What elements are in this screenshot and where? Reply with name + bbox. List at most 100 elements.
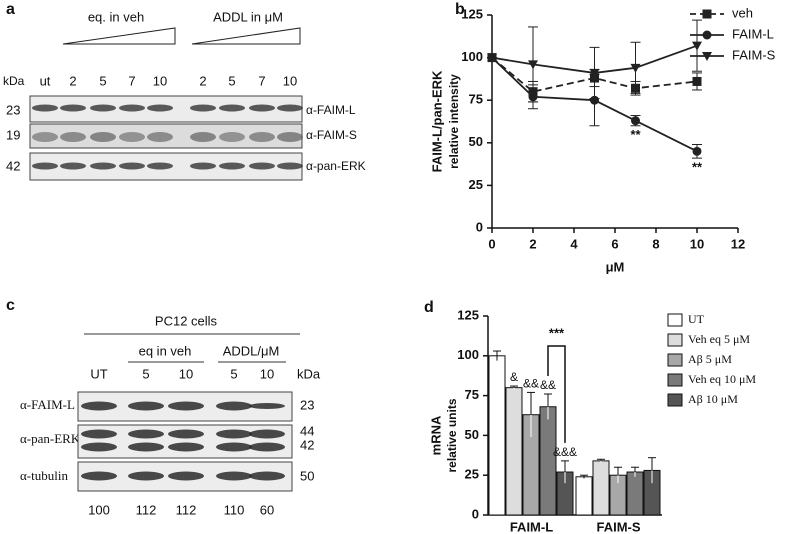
kda: 42 — [6, 158, 20, 173]
band — [249, 132, 275, 142]
x-tick-label: 2 — [529, 236, 536, 251]
band — [147, 162, 173, 170]
panel-label: d — [424, 299, 434, 316]
y-tick-label: 125 — [461, 6, 483, 21]
legend-marker — [702, 30, 712, 40]
band — [128, 429, 164, 439]
band — [249, 442, 285, 452]
band — [190, 162, 216, 170]
blot-title: PC12 cells — [155, 313, 218, 328]
band — [216, 429, 252, 439]
antibody: α-pan-ERK — [306, 159, 366, 173]
quantification: 110 — [224, 502, 245, 517]
legend-marker — [702, 52, 712, 61]
y-tick-label: 75 — [469, 92, 483, 107]
band — [32, 132, 58, 142]
bar — [575, 476, 593, 516]
band — [128, 401, 164, 411]
band — [249, 403, 285, 409]
x-tick-label: 4 — [570, 236, 578, 251]
lane-label: 7 — [128, 73, 135, 88]
x-axis-label: μM — [606, 259, 625, 274]
wedge — [62, 27, 176, 45]
panel-c: c PC12 cells eq in veh ADDL/μM kDa α-FAI… — [6, 297, 321, 483]
x-tick-label: 8 — [652, 236, 659, 251]
legend-label: UT — [688, 312, 705, 326]
band — [168, 471, 204, 481]
legend-label: Veh eq 5 μM — [688, 332, 750, 346]
band — [60, 132, 86, 142]
band — [168, 401, 204, 411]
panel-a: a eq. in veh ADDL in μM kDa 23 19 42 α-F… — [3, 1, 366, 173]
group-label: ADDL in μM — [213, 9, 283, 24]
kda: 42 — [300, 437, 314, 452]
band — [119, 162, 145, 170]
lane-label: 10 — [260, 366, 274, 381]
band — [119, 104, 145, 112]
band — [81, 429, 117, 439]
legend-swatch — [667, 333, 683, 347]
band — [128, 471, 164, 481]
legend-label: veh — [732, 5, 753, 20]
band — [219, 104, 245, 112]
lane-label: 2 — [69, 73, 76, 88]
wedge — [191, 27, 301, 45]
antibody: α-FAIM-L — [20, 397, 75, 412]
y-axis-label: mRNA — [428, 415, 443, 455]
antibody: α-FAIM-S — [306, 128, 357, 142]
band — [190, 104, 216, 112]
band — [249, 429, 285, 439]
band — [168, 429, 204, 439]
x-tick-label: 6 — [611, 236, 618, 251]
y-tick-label: 125 — [457, 307, 479, 322]
lane-label: 10 — [283, 73, 297, 88]
band — [249, 471, 285, 481]
quantification: 60 — [260, 502, 274, 517]
antibody: α-tubulin — [20, 468, 68, 483]
kda: 50 — [300, 468, 314, 483]
lane-label: ut — [40, 73, 51, 88]
lane-label: 5 — [142, 366, 149, 381]
marker — [589, 68, 600, 78]
y-tick-label: 50 — [465, 427, 479, 442]
quantification: 112 — [176, 502, 197, 517]
band — [90, 162, 116, 170]
legend-marker — [702, 9, 712, 19]
legend-swatch — [667, 313, 683, 327]
band — [219, 132, 245, 142]
legend-label: FAIM-S — [732, 47, 776, 62]
band — [147, 104, 173, 112]
panel-label: a — [6, 1, 15, 18]
panel-label: c — [6, 297, 15, 314]
x-tick-label: 12 — [731, 236, 745, 251]
band — [168, 442, 204, 452]
bracket — [547, 345, 566, 443]
bracket-label: *** — [549, 325, 565, 340]
annotation: && — [540, 378, 556, 392]
legend-swatch — [667, 373, 683, 387]
annotation: && — [523, 377, 539, 391]
y-tick-label: 25 — [465, 467, 479, 482]
legend-label: FAIM-L — [732, 26, 774, 41]
lane-label: 10 — [179, 366, 193, 381]
bar — [626, 471, 644, 516]
quantification: 112 — [136, 502, 157, 517]
lane-label: 5 — [230, 366, 237, 381]
marker — [692, 146, 702, 156]
marker — [630, 63, 641, 73]
panel-label: b — [455, 1, 465, 18]
marker — [487, 53, 497, 63]
bar — [539, 406, 557, 516]
band — [277, 104, 303, 112]
legend-label: Veh eq 10 μM — [688, 372, 756, 386]
bar — [488, 355, 506, 516]
band — [81, 401, 117, 411]
legend-swatch — [667, 393, 683, 407]
band — [60, 104, 86, 112]
marker — [692, 76, 702, 86]
band — [219, 162, 245, 170]
chart-b: b 0 25 50 75 100 125 0 2 4 6 8 10 12 μM FAIM-L/pan-ERK r… — [429, 1, 775, 274]
kda: 44 — [300, 423, 314, 438]
y-tick-label: 0 — [476, 219, 483, 234]
